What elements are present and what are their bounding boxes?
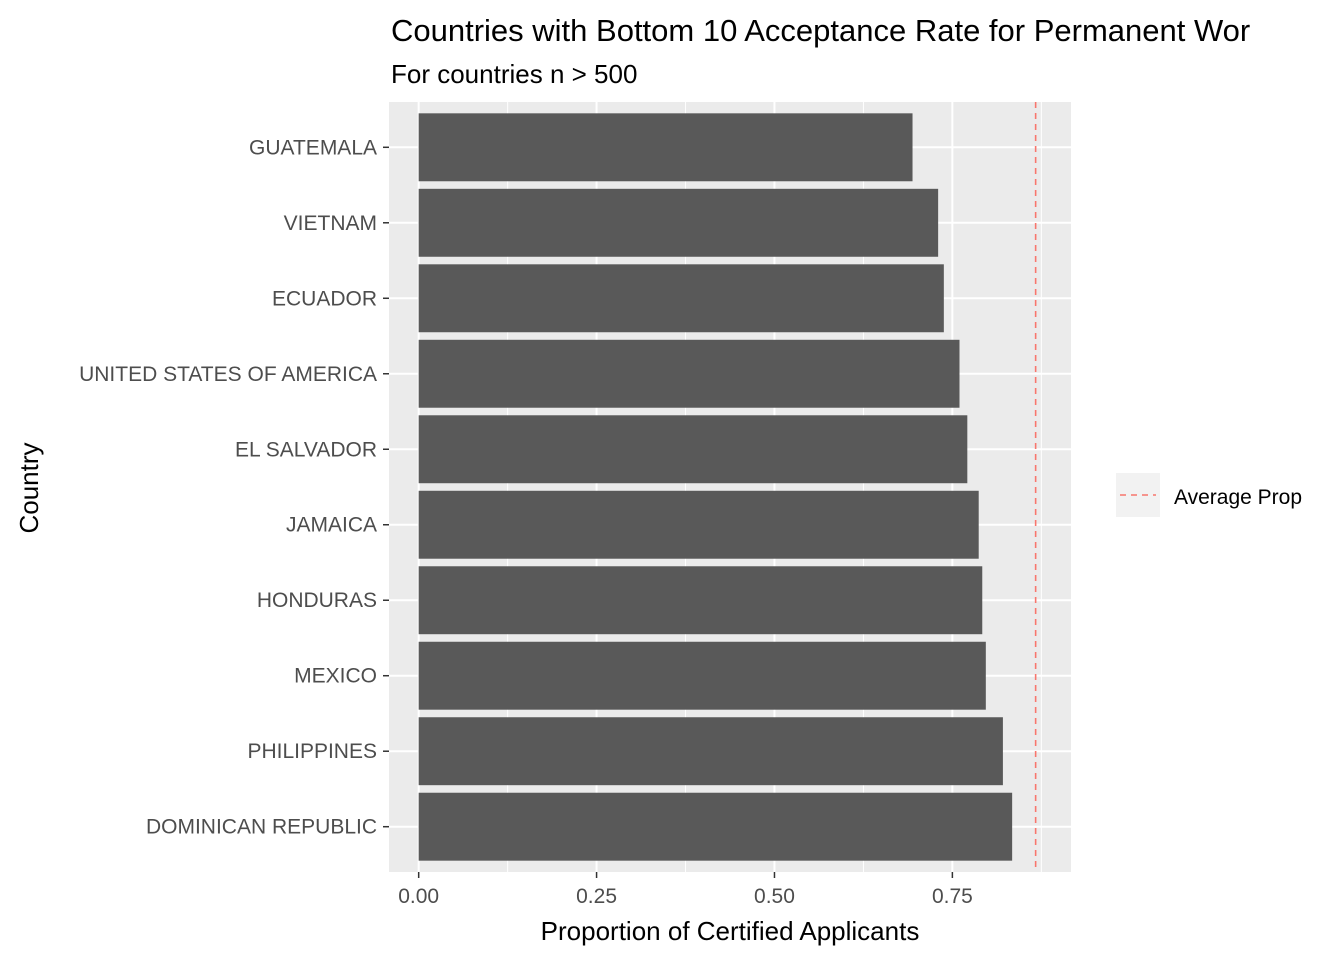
- x-axis-title: Proportion of Certified Applicants: [541, 916, 920, 946]
- x-tick-label: 0.00: [398, 885, 439, 908]
- bar: [418, 792, 1013, 861]
- y-tick-label: UNITED STATES OF AMERICA: [79, 363, 377, 386]
- x-tick-label: 0.50: [754, 885, 795, 908]
- y-tick-label: HONDURAS: [257, 589, 377, 612]
- y-axis: GUATEMALA VIETNAM ECUADOR UNITED STATES OF …: [79, 136, 389, 839]
- chart-subtitle: For countries n > 500: [391, 59, 637, 89]
- y-axis-title: Country: [14, 442, 44, 533]
- bar: [418, 415, 968, 484]
- y-tick-label: JAMAICA: [286, 514, 377, 537]
- y-tick-label: VIETNAM: [284, 212, 377, 235]
- y-tick-label: PHILIPPINES: [247, 740, 377, 763]
- y-tick-label: GUATEMALA: [249, 136, 377, 159]
- y-tick-label: DOMINICAN REPUBLIC: [146, 816, 377, 839]
- bar: [418, 113, 913, 182]
- y-tick-label: ECUADOR: [272, 287, 377, 310]
- legend: Average Prop: [1116, 473, 1302, 517]
- bar: [418, 490, 979, 559]
- x-axis: 0.00 0.25 0.50 0.75: [398, 872, 973, 908]
- bar: [418, 641, 986, 710]
- bar: [418, 339, 960, 408]
- bars: [418, 113, 1013, 861]
- bar: [418, 566, 983, 635]
- y-tick-label: MEXICO: [294, 665, 377, 688]
- x-tick-label: 0.25: [576, 885, 617, 908]
- legend-label: Average Prop: [1174, 486, 1302, 509]
- chart-title: Countries with Bottom 10 Acceptance Rate…: [391, 13, 1250, 48]
- y-tick-label: EL SALVADOR: [235, 438, 377, 461]
- bar: [418, 264, 944, 333]
- x-tick-label: 0.75: [932, 885, 973, 908]
- bar: [418, 717, 1003, 786]
- bar: [418, 188, 939, 257]
